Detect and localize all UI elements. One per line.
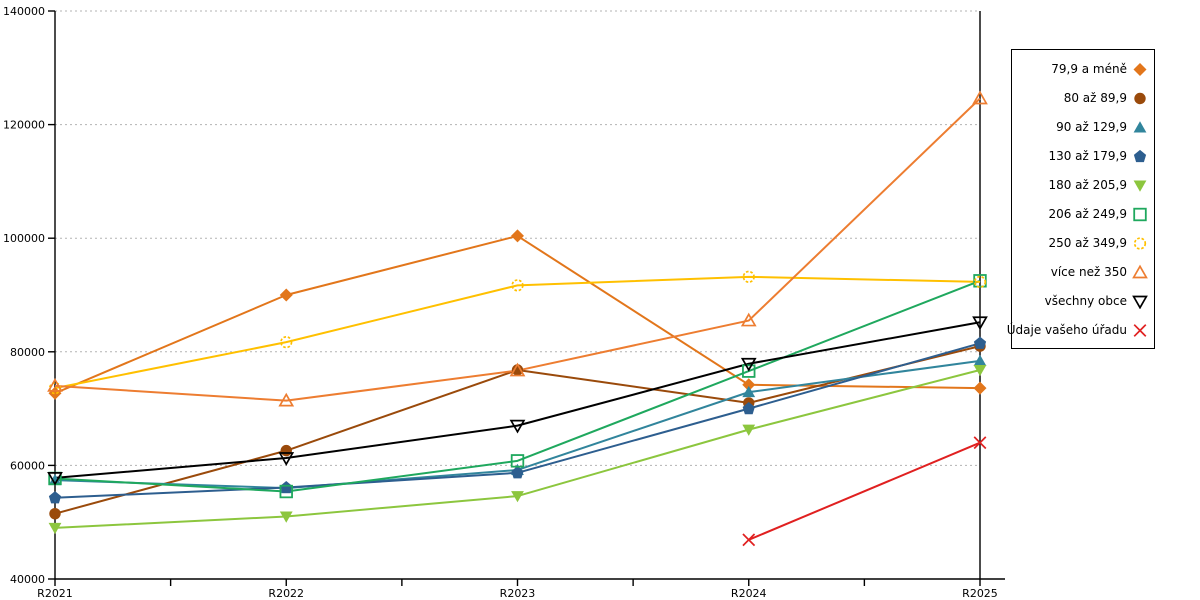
series-markers-79-9-a-mene [48,229,987,400]
series-line-vice-nez-350 [54,97,981,402]
series-markers-130-az-179-9 [48,336,987,504]
legend-label: 90 až 129,9 [1056,119,1127,134]
legend-item-80-az-89-9: 80 až 89,9 [1016,90,1148,106]
y-axis-ticks: 40000 60000 80000 100000 120000 140000 [3,5,55,586]
y-tick-label: 140000 [3,5,45,18]
x-tick-label: R2024 [731,587,767,600]
diamond-marker-icon [1133,62,1147,76]
legend-item-250-az-349-9: 250 až 349,9 [1016,235,1148,251]
legend-item-udaje-vaseho-uradu: Údaje vašeho úřadu [1007,322,1148,338]
triangle-up-marker-icon [1133,120,1147,132]
series-line-250-az-349-9 [54,275,981,390]
legend-item-206-az-249-9: 206 až 249,9 [1016,206,1148,222]
axes [54,11,1005,580]
square-marker-icon [1133,207,1147,221]
series-line-vsechny-obce [54,321,981,479]
legend-item-180-az-205-9: 180 až 205,9 [1016,177,1148,193]
legend-label: 206 až 249,9 [1048,206,1127,221]
legend-item-130-az-179-9: 130 až 179,9 [1016,148,1148,164]
legend-item-79-9-a-mene: 79,9 a méně [1016,61,1148,77]
series-markers-180-az-205-9 [48,364,987,535]
circle-dashed-marker-icon [1133,236,1147,250]
legend-label: všechny obce [1044,293,1127,308]
triangle-down-marker-icon [1133,180,1147,192]
legend-item-vsechny-obce: všechny obce [1016,293,1148,309]
series-markers-vsechny-obce [47,316,988,486]
legend-label: 79,9 a méně [1051,61,1127,76]
series-line-180-az-205-9 [54,369,981,529]
legend-label: 250 až 349,9 [1048,235,1127,250]
legend-item-vice-nez-350: více než 350 [1016,264,1148,280]
triangle-down-marker-icon [1132,295,1148,309]
gridlines [55,10,980,466]
legend-label: 80 až 89,9 [1063,90,1127,105]
x-tick-label: R2022 [268,587,304,600]
x-tick-label: R2023 [500,587,536,600]
series-line-udaje-vaseho-uradu [748,441,981,541]
legend: 79,9 a méně 80 až 89,9 90 až 129,9 130 až 1… [1007,49,1155,349]
circle-marker-icon [1134,92,1146,104]
x-axis-ticks: R2021 R2022 R2023 R2024 R2025 [37,579,998,600]
y-tick-label: 40000 [10,573,45,586]
triangle-up-marker-icon [1132,264,1148,278]
y-tick-label: 80000 [10,346,45,359]
x-marker-icon [1133,323,1147,337]
y-tick-label: 100000 [3,232,45,245]
legend-label: 180 až 205,9 [1048,177,1127,192]
x-tick-label: R2021 [37,587,73,600]
y-tick-label: 60000 [10,459,45,472]
legend-label: 130 až 179,9 [1048,148,1127,163]
pentagon-marker-icon [1133,149,1147,162]
series-line-206-az-249-9 [54,279,981,493]
legend-item-90-az-129-9: 90 až 129,9 [1016,119,1148,135]
series-markers-vice-nez-350 [47,90,988,407]
y-tick-label: 120000 [3,119,45,132]
x-tick-label: R2025 [962,587,998,600]
series-markers-udaje-vaseho-uradu [742,436,987,547]
legend-label: Údaje vašeho úřadu [1006,322,1127,337]
legend-label: více než 350 [1050,264,1127,279]
